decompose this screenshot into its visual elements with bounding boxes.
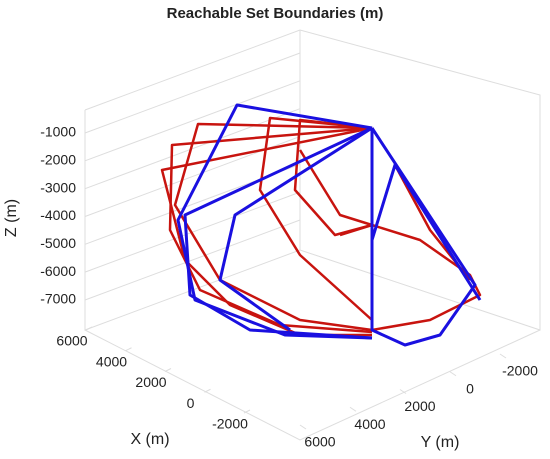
wire xyxy=(258,116,373,321)
tick-mark xyxy=(299,424,307,430)
x-tick-label: 2000 xyxy=(135,374,166,390)
chart-title: Reachable Set Boundaries (m) xyxy=(167,5,384,22)
y-axis-label: Y (m) xyxy=(421,434,460,451)
grid-line xyxy=(84,80,301,162)
boundary xyxy=(370,127,477,347)
z-tick-label: -2000 xyxy=(40,152,76,168)
wire xyxy=(298,149,374,237)
y-tick-label: 4000 xyxy=(354,416,385,432)
boundary xyxy=(370,163,482,301)
tick-mark xyxy=(125,347,132,352)
z-tick-label: -7000 xyxy=(40,291,76,307)
z-tick-label: -4000 xyxy=(40,207,76,223)
tick-mark xyxy=(399,389,407,394)
wire xyxy=(173,122,373,332)
y-tick-label: -2000 xyxy=(502,363,538,379)
axes-box xyxy=(84,29,541,441)
tick-mark xyxy=(349,406,357,412)
z-tick-label: -5000 xyxy=(40,235,76,251)
z-axis-label: Z (m) xyxy=(3,199,20,237)
wire xyxy=(371,223,482,332)
grid-line xyxy=(84,52,301,134)
z-tick-label: -6000 xyxy=(40,263,76,279)
grid-line xyxy=(84,108,301,190)
y-tick-label: 0 xyxy=(466,380,474,396)
box-floor xyxy=(84,329,541,441)
x-tick-label: -2000 xyxy=(212,416,248,432)
x-tick-label: 4000 xyxy=(96,353,127,369)
boundary xyxy=(183,126,373,340)
y-tick-label: 6000 xyxy=(304,434,335,450)
x-tick-label: 6000 xyxy=(56,333,87,349)
x-axis-label: X (m) xyxy=(130,431,169,448)
x-tick-label: 0 xyxy=(187,395,195,411)
grid-line xyxy=(84,219,301,301)
z-tick-label: -1000 xyxy=(40,124,76,140)
wire xyxy=(293,118,373,237)
tick-mark xyxy=(449,371,457,377)
z-tick-label: -3000 xyxy=(40,179,76,195)
y-tick-label: 2000 xyxy=(404,398,435,414)
wireframe xyxy=(160,103,482,347)
tick-mark xyxy=(243,409,251,414)
tick-mark xyxy=(499,353,507,359)
boundary xyxy=(218,126,373,332)
